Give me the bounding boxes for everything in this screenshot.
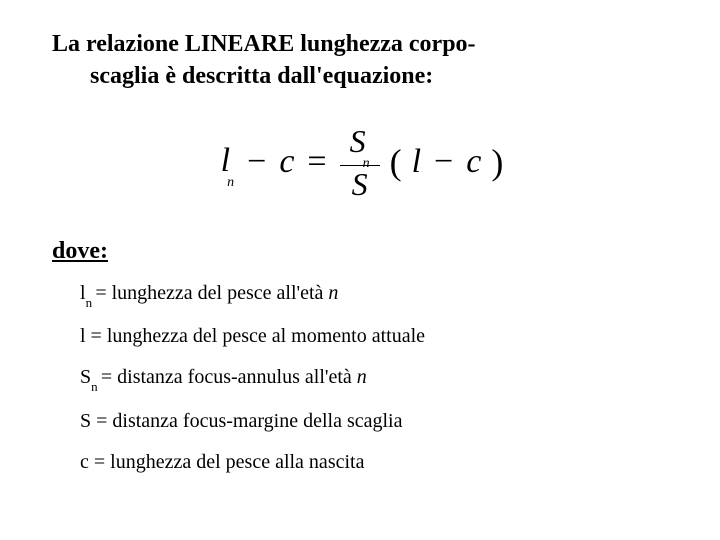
equation: ln − c = Sn S ( l − c ) bbox=[221, 123, 504, 202]
eq-c2: c bbox=[466, 143, 481, 181]
eq-l: l bbox=[221, 142, 230, 179]
def-l: l = lunghezza del pesce al momento attua… bbox=[80, 324, 672, 349]
eq-term-ln: ln bbox=[221, 142, 234, 184]
def-ln: ln = lunghezza del pesce all'età n bbox=[80, 281, 672, 308]
def3-sub: n bbox=[91, 379, 101, 394]
def-S: S = distanza focus-margine della scaglia bbox=[80, 409, 672, 434]
def3-rest: = distanza focus-annulus all'età bbox=[101, 366, 357, 388]
def1-ital: n bbox=[328, 282, 338, 304]
def3-ital: n bbox=[357, 366, 367, 388]
heading: La relazione LINEARE lunghezza corpo- sc… bbox=[52, 28, 672, 93]
dove-label: dove: bbox=[52, 238, 672, 265]
eq-minus1: − bbox=[244, 143, 269, 181]
eq-minus2: − bbox=[431, 143, 456, 181]
heading-line2: scaglia è descritta dall'equazione: bbox=[52, 60, 672, 92]
eq-lparen: ( bbox=[390, 141, 402, 183]
eq-fraction: Sn S bbox=[340, 123, 380, 202]
definitions: ln = lunghezza del pesce all'età n l = l… bbox=[52, 281, 672, 475]
eq-rparen: ) bbox=[491, 141, 503, 183]
eq-equals: = bbox=[304, 143, 329, 181]
eq-sub-n: n bbox=[227, 175, 234, 190]
eq-sub-n-num: n bbox=[363, 156, 370, 171]
def-Sn: Sn = distanza focus-annulus all'età n bbox=[80, 365, 672, 392]
eq-frac-num: Sn bbox=[340, 123, 380, 166]
heading-line1: La relazione LINEARE lunghezza corpo- bbox=[52, 31, 476, 57]
def1-sub: n bbox=[86, 295, 96, 310]
equation-container: ln − c = Sn S ( l − c ) bbox=[52, 123, 672, 202]
eq-S-num: S bbox=[350, 123, 366, 159]
def-c: c = lunghezza del pesce alla nascita bbox=[80, 450, 672, 475]
eq-l2: l bbox=[412, 143, 421, 181]
def3-pre: S bbox=[80, 366, 91, 388]
def1-rest: = lunghezza del pesce all'età bbox=[95, 282, 328, 304]
eq-c1: c bbox=[279, 143, 294, 181]
eq-frac-den: S bbox=[342, 166, 378, 202]
def1-pre: l bbox=[80, 282, 86, 304]
